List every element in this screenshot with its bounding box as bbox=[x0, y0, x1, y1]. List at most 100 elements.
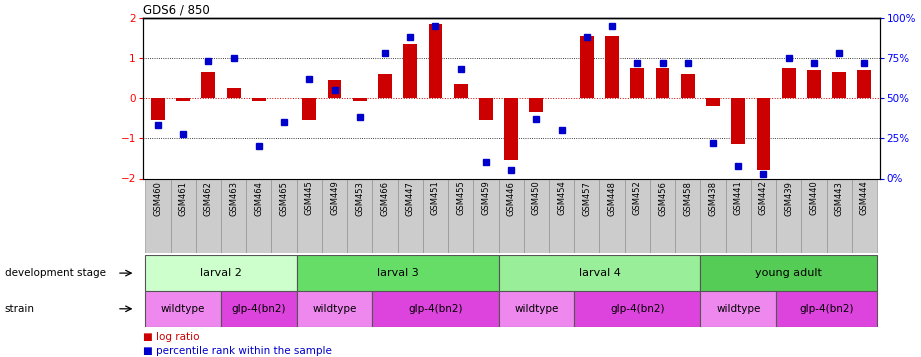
Text: GSM455: GSM455 bbox=[456, 181, 465, 216]
Bar bbox=[504, 98, 519, 160]
Bar bbox=[398, 178, 423, 253]
Text: GSM438: GSM438 bbox=[708, 181, 717, 216]
Bar bbox=[751, 178, 776, 253]
Bar bbox=[782, 68, 796, 98]
Text: glp-4(bn2): glp-4(bn2) bbox=[408, 304, 462, 314]
Text: GSM441: GSM441 bbox=[734, 181, 742, 216]
Text: wildtype: wildtype bbox=[514, 304, 558, 314]
Text: GSM442: GSM442 bbox=[759, 181, 768, 216]
Bar bbox=[146, 255, 297, 291]
Bar bbox=[574, 291, 700, 327]
Bar bbox=[372, 291, 498, 327]
Text: ■ log ratio: ■ log ratio bbox=[143, 332, 199, 342]
Text: GSM459: GSM459 bbox=[482, 181, 490, 216]
Bar bbox=[170, 178, 196, 253]
Text: GSM464: GSM464 bbox=[254, 181, 263, 216]
Text: GSM463: GSM463 bbox=[229, 181, 239, 216]
Text: GSM466: GSM466 bbox=[380, 181, 390, 216]
Bar bbox=[605, 36, 619, 98]
Bar bbox=[498, 291, 574, 327]
Text: strain: strain bbox=[5, 304, 35, 314]
Text: wildtype: wildtype bbox=[716, 304, 761, 314]
Text: wildtype: wildtype bbox=[161, 304, 205, 314]
Text: GSM449: GSM449 bbox=[330, 181, 339, 216]
Bar bbox=[454, 84, 468, 98]
Bar bbox=[146, 291, 221, 327]
Text: GSM453: GSM453 bbox=[356, 181, 365, 216]
Bar bbox=[378, 74, 392, 98]
Bar bbox=[428, 24, 442, 98]
Text: GDS6 / 850: GDS6 / 850 bbox=[143, 4, 209, 17]
Bar bbox=[221, 291, 297, 327]
Bar bbox=[630, 68, 645, 98]
Text: GSM450: GSM450 bbox=[532, 181, 541, 216]
Text: GSM447: GSM447 bbox=[406, 181, 414, 216]
Bar bbox=[524, 178, 549, 253]
Text: GSM452: GSM452 bbox=[633, 181, 642, 216]
Text: GSM448: GSM448 bbox=[608, 181, 616, 216]
Bar bbox=[700, 291, 776, 327]
Text: GSM451: GSM451 bbox=[431, 181, 440, 216]
Text: glp-4(bn2): glp-4(bn2) bbox=[799, 304, 854, 314]
Text: wildtype: wildtype bbox=[312, 304, 356, 314]
Text: GSM457: GSM457 bbox=[582, 181, 591, 216]
Bar bbox=[700, 255, 877, 291]
Bar bbox=[801, 178, 826, 253]
Bar bbox=[403, 44, 417, 98]
Text: glp-4(bn2): glp-4(bn2) bbox=[610, 304, 665, 314]
Text: GSM446: GSM446 bbox=[507, 181, 516, 216]
Text: GSM445: GSM445 bbox=[305, 181, 314, 216]
Bar bbox=[852, 178, 877, 253]
Bar bbox=[328, 80, 342, 98]
Bar bbox=[322, 178, 347, 253]
Text: larval 3: larval 3 bbox=[377, 268, 418, 278]
Text: GSM460: GSM460 bbox=[154, 181, 162, 216]
Bar bbox=[347, 178, 372, 253]
Bar bbox=[574, 178, 600, 253]
Bar bbox=[807, 70, 821, 98]
Bar bbox=[297, 178, 322, 253]
Bar bbox=[498, 255, 700, 291]
Bar bbox=[479, 98, 493, 120]
Bar bbox=[221, 178, 246, 253]
Bar bbox=[624, 178, 650, 253]
Text: ■ percentile rank within the sample: ■ percentile rank within the sample bbox=[143, 346, 332, 356]
Bar bbox=[151, 98, 165, 120]
Text: GSM443: GSM443 bbox=[834, 181, 844, 216]
Bar bbox=[731, 98, 745, 144]
Text: GSM456: GSM456 bbox=[658, 181, 667, 216]
Bar bbox=[251, 98, 266, 101]
Bar bbox=[297, 291, 372, 327]
Text: GSM465: GSM465 bbox=[280, 181, 288, 216]
Text: larval 4: larval 4 bbox=[578, 268, 621, 278]
Bar bbox=[423, 178, 449, 253]
Bar bbox=[833, 72, 846, 98]
Bar bbox=[600, 178, 624, 253]
Bar bbox=[706, 98, 720, 106]
Bar bbox=[196, 178, 221, 253]
Bar bbox=[227, 88, 240, 98]
Bar bbox=[650, 178, 675, 253]
Bar bbox=[246, 178, 272, 253]
Bar bbox=[498, 178, 524, 253]
Text: glp-4(bn2): glp-4(bn2) bbox=[231, 304, 286, 314]
Bar bbox=[530, 98, 543, 112]
Bar bbox=[580, 36, 594, 98]
Bar bbox=[776, 178, 801, 253]
Bar bbox=[202, 72, 216, 98]
Text: GSM462: GSM462 bbox=[204, 181, 213, 216]
Bar bbox=[176, 98, 190, 101]
Text: GSM454: GSM454 bbox=[557, 181, 566, 216]
Bar bbox=[549, 178, 574, 253]
Text: GSM444: GSM444 bbox=[860, 181, 869, 216]
Bar bbox=[449, 178, 473, 253]
Bar bbox=[302, 98, 316, 120]
Text: GSM461: GSM461 bbox=[179, 181, 188, 216]
Bar bbox=[297, 255, 498, 291]
Bar bbox=[372, 178, 398, 253]
Bar bbox=[353, 98, 367, 101]
Text: GSM440: GSM440 bbox=[810, 181, 819, 216]
Bar bbox=[826, 178, 852, 253]
Text: development stage: development stage bbox=[5, 268, 106, 278]
Text: GSM439: GSM439 bbox=[784, 181, 793, 216]
